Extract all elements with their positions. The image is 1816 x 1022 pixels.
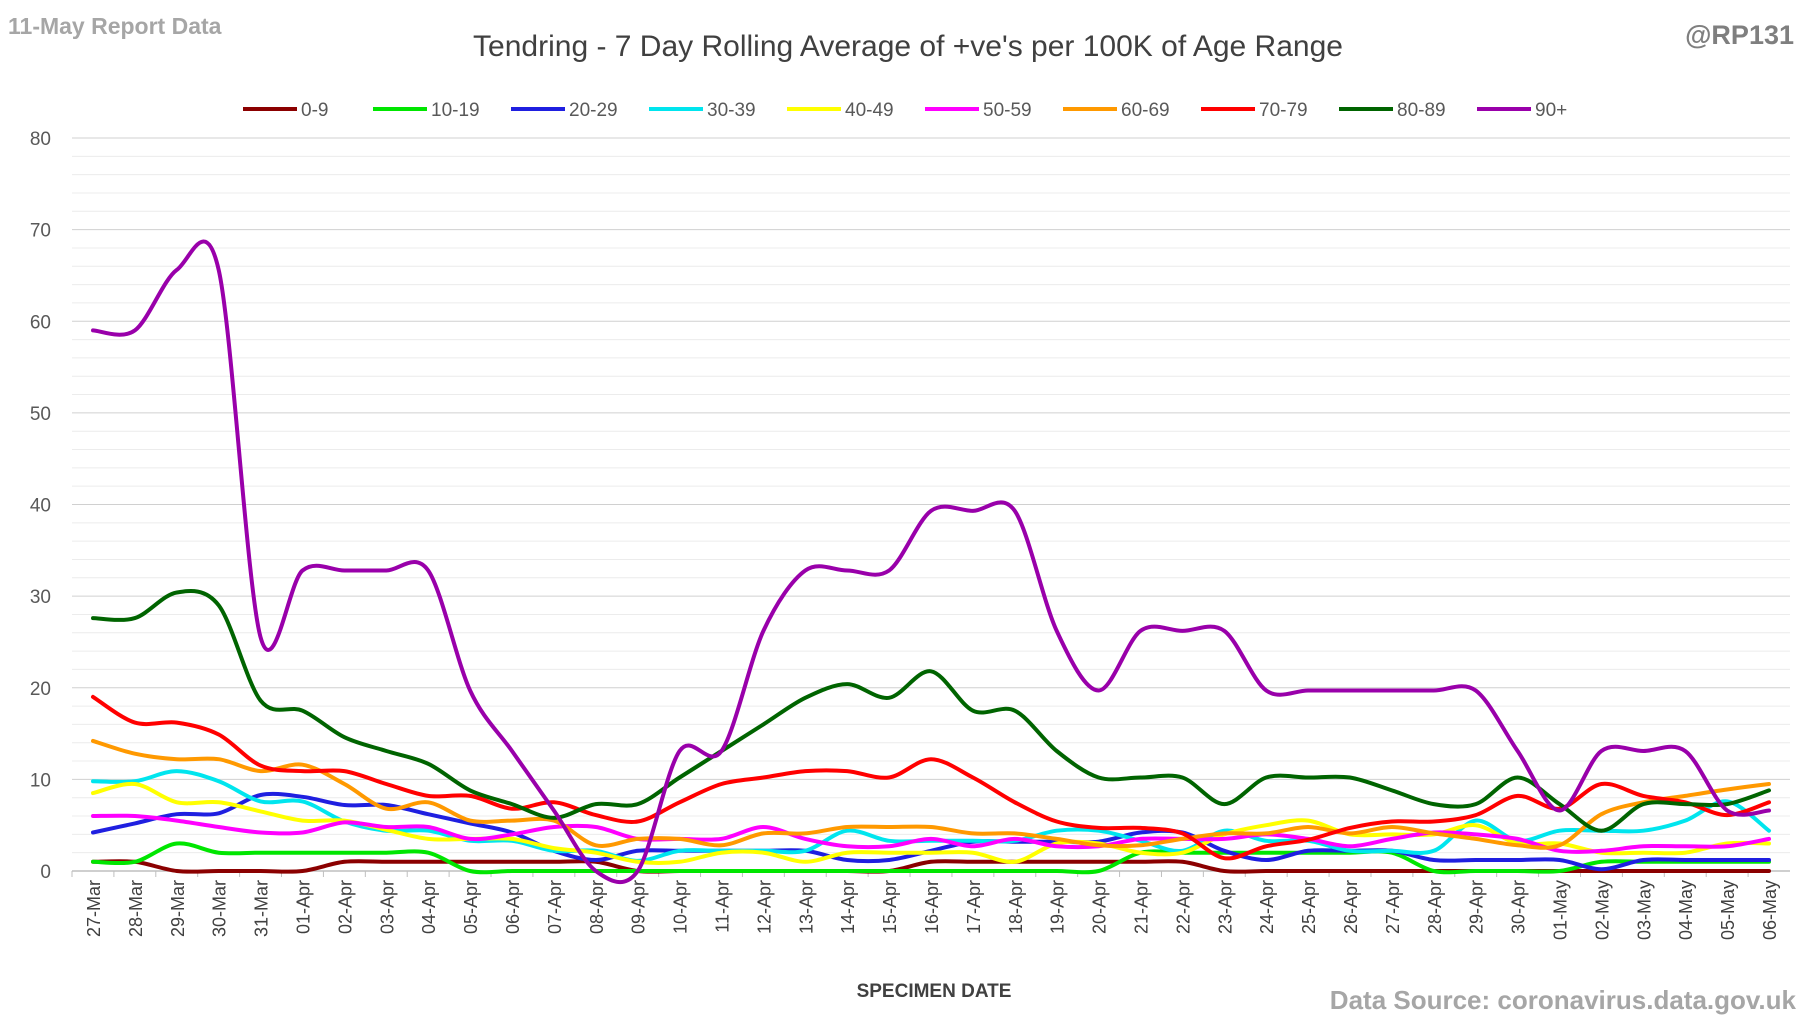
y-tick-label: 30 bbox=[30, 587, 51, 608]
legend-label: 30-39 bbox=[707, 100, 756, 121]
series-line-70-79 bbox=[91, 694, 1771, 861]
x-tick-label: 05-Apr bbox=[461, 880, 481, 934]
x-tick-label: 13-Apr bbox=[796, 880, 816, 934]
x-tick-label: 02-Apr bbox=[335, 880, 355, 934]
x-tick-label: 16-Apr bbox=[922, 880, 942, 934]
x-tick-label: 05-May bbox=[1718, 880, 1738, 940]
x-tick-label: 03-Apr bbox=[377, 880, 397, 934]
legend-label: 90+ bbox=[1535, 100, 1567, 121]
x-tick-label: 26-Apr bbox=[1341, 880, 1361, 934]
x-tick-label: 04-May bbox=[1676, 880, 1696, 940]
legend-label: 20-29 bbox=[569, 100, 618, 121]
x-tick-label: 07-Apr bbox=[545, 880, 565, 934]
x-axis-ticks: 27-Mar 28-Mar 29-Mar 30-Mar 31-Mar 01-Apr 02-A… bbox=[71, 871, 1780, 940]
series-line-20-29 bbox=[91, 791, 1771, 872]
x-tick-label: 30-Apr bbox=[1509, 880, 1529, 934]
x-tick-label: 14-Apr bbox=[838, 880, 858, 934]
series-line-50-59 bbox=[91, 813, 1771, 854]
y-tick-label: 60 bbox=[30, 312, 51, 333]
x-tick-label: 29-Apr bbox=[1467, 880, 1487, 934]
x-tick-label: 20-Apr bbox=[1090, 880, 1110, 934]
x-tick-label: 29-Mar bbox=[168, 880, 188, 937]
legend-label: 0-9 bbox=[301, 100, 328, 121]
x-tick-label: 01-Apr bbox=[293, 880, 313, 934]
series-line-60-69 bbox=[91, 738, 1771, 850]
x-tick-label: 21-Apr bbox=[1132, 880, 1152, 934]
y-tick-label: 50 bbox=[30, 404, 51, 425]
y-tick-label: 70 bbox=[30, 221, 51, 242]
x-tick-label: 03-May bbox=[1634, 880, 1654, 940]
x-tick-label: 15-Apr bbox=[880, 880, 900, 934]
legend-label: 60-69 bbox=[1121, 100, 1170, 121]
data-source-label: Data Source: coronavirus.data.gov.uk bbox=[1330, 985, 1797, 1015]
x-tick-label: 06-May bbox=[1760, 880, 1780, 940]
y-tick-label: 0 bbox=[40, 862, 51, 883]
x-tick-label: 18-Apr bbox=[1006, 880, 1026, 934]
x-tick-label: 31-Mar bbox=[252, 880, 272, 937]
y-tick-label: 20 bbox=[30, 679, 51, 700]
x-tick-label: 10-Apr bbox=[671, 880, 691, 934]
y-tick-label: 10 bbox=[30, 770, 51, 791]
x-tick-label: 08-Apr bbox=[587, 880, 607, 934]
y-tick-label: 80 bbox=[30, 129, 51, 150]
chart-title: Tendring - 7 Day Rolling Average of +ve'… bbox=[473, 30, 1343, 63]
x-tick-label: 17-Apr bbox=[964, 880, 984, 934]
y-axis-ticks: 0 10 20 30 40 50 60 70 80 bbox=[30, 129, 51, 883]
x-tick-label: 22-Apr bbox=[1173, 880, 1193, 934]
series-line-80-89 bbox=[91, 589, 1771, 833]
handle-label: @RP131 bbox=[1685, 20, 1794, 50]
x-axis-label: SPECIMEN DATE bbox=[857, 981, 1012, 1002]
x-tick-label: 01-May bbox=[1551, 880, 1571, 940]
x-tick-label: 28-Mar bbox=[126, 880, 146, 937]
y-tick-label: 40 bbox=[30, 496, 51, 517]
x-tick-label: 23-Apr bbox=[1215, 880, 1235, 934]
x-tick-label: 04-Apr bbox=[419, 880, 439, 934]
series-line-90plus bbox=[91, 239, 1771, 884]
legend-label: 40-49 bbox=[845, 100, 894, 121]
x-tick-label: 27-Mar bbox=[84, 880, 104, 937]
legend-label: 10-19 bbox=[431, 100, 480, 121]
x-tick-label: 06-Apr bbox=[503, 880, 523, 934]
legend-label: 70-79 bbox=[1259, 100, 1308, 121]
report-label: 11-May Report Data bbox=[8, 13, 222, 39]
series-line-10-19 bbox=[91, 841, 1771, 875]
legend-label: 50-59 bbox=[983, 100, 1032, 121]
x-tick-label: 24-Apr bbox=[1257, 880, 1277, 934]
x-tick-label: 09-Apr bbox=[629, 880, 649, 934]
x-tick-label: 28-Apr bbox=[1425, 880, 1445, 934]
x-tick-label: 25-Apr bbox=[1299, 880, 1319, 934]
x-tick-label: 02-May bbox=[1592, 880, 1612, 940]
legend: 0-9 10-19 20-29 30-39 40-49 50-59 60-69 70-79 80… bbox=[243, 100, 1567, 121]
x-tick-label: 19-Apr bbox=[1048, 880, 1068, 934]
x-tick-label: 12-Apr bbox=[754, 880, 774, 934]
series-lines bbox=[91, 239, 1771, 884]
legend-label: 80-89 bbox=[1397, 100, 1446, 121]
x-tick-label: 11-Apr bbox=[712, 880, 732, 933]
x-tick-label: 27-Apr bbox=[1383, 880, 1403, 934]
x-tick-label: 30-Mar bbox=[210, 880, 230, 937]
